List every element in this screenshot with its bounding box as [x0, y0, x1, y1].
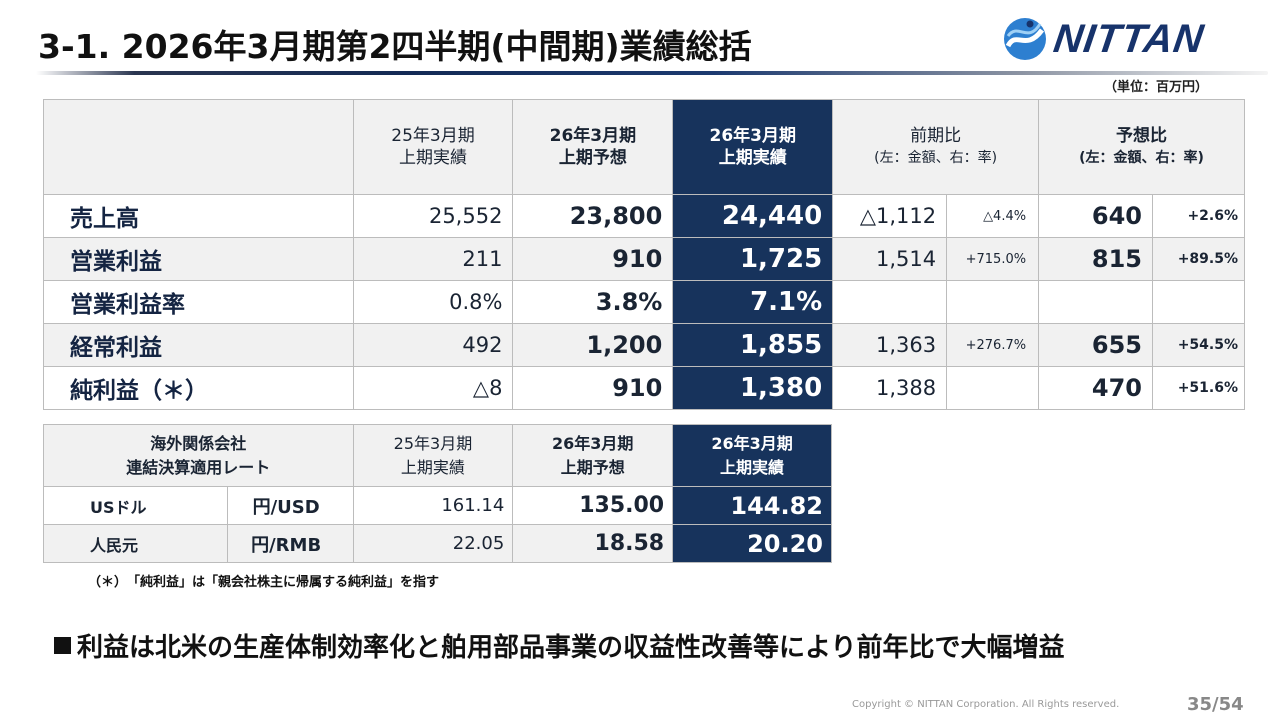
- row-label: 営業利益率: [43, 280, 354, 324]
- nittan-logo: NITTAN: [1002, 14, 1258, 64]
- row-label: 売上高: [43, 194, 354, 238]
- cell-yoy-rate: +715.0%: [946, 237, 1040, 281]
- cell-vs-forecast-rate: +89.5%: [1151, 237, 1246, 281]
- unit-label: （単位：百万円）: [1103, 80, 1208, 95]
- cell-vs-forecast-amount: [1038, 280, 1153, 324]
- table-row: 売上高 25,552 23,800 24,440 △1,112 △4.4% 64…: [43, 194, 1246, 238]
- rate-row: 人民元 円/RMB 22.05 18.58 20.20: [43, 524, 832, 563]
- cell-forecast: 910: [512, 366, 674, 410]
- header-prev-actual: 25年3月期 上期実績: [352, 99, 514, 195]
- cell-forecast: 910: [512, 237, 674, 281]
- header-blank: [43, 99, 354, 195]
- cell-prev: 492: [352, 323, 514, 367]
- cell-yoy-amount: [832, 280, 948, 324]
- cell-forecast: 23,800: [512, 194, 674, 238]
- page-number: 35/54: [1187, 694, 1244, 715]
- header-vs-forecast: 予想比 (左：金額、右：率): [1038, 99, 1245, 195]
- cell-actual: 7.1%: [672, 280, 834, 324]
- row-label: 営業利益: [43, 237, 354, 281]
- header-yoy: 前期比 (左：金額、右：率): [832, 99, 1040, 195]
- cell-forecast: 3.8%: [512, 280, 674, 324]
- results-table: 25年3月期 上期実績 26年3月期 上期予想 26年3月期 上期実績 前期比 (左：金…: [43, 99, 1246, 410]
- cell-prev: 0.8%: [352, 280, 514, 324]
- summary-text: 利益は北米の生産体制効率化と舶用部品事業の収益性改善等により前年比で大幅増益: [77, 633, 1065, 663]
- rate-header-row: 海外関係会社 連結決算適用レート 25年3月期 上期実績 26年3月期 上期予想 26…: [43, 424, 832, 487]
- cell-yoy-amount: 1,363: [832, 323, 948, 367]
- rate-actual: 144.82: [672, 486, 832, 525]
- rate-prev: 22.05: [352, 524, 514, 563]
- rate-header-prev: 25年3月期 上期実績: [352, 424, 514, 487]
- cell-yoy-rate: +276.7%: [946, 323, 1040, 367]
- cell-vs-forecast-amount: 815: [1038, 237, 1153, 281]
- square-bullet-icon: [54, 637, 71, 654]
- cell-vs-forecast-rate: [1151, 280, 1246, 324]
- cell-vs-forecast-amount: 470: [1038, 366, 1153, 410]
- cell-yoy-rate: △4.4%: [946, 194, 1040, 238]
- cell-vs-forecast-rate: +54.5%: [1151, 323, 1246, 367]
- table-header-row: 25年3月期 上期実績 26年3月期 上期予想 26年3月期 上期実績 前期比 (左：金…: [43, 99, 1245, 195]
- rate-forecast: 18.58: [512, 524, 674, 563]
- cell-actual: 24,440: [672, 194, 834, 238]
- cell-prev: △8: [352, 366, 514, 410]
- title-divider: [36, 71, 1268, 75]
- rate-header-label: 海外関係会社 連結決算適用レート: [43, 424, 354, 487]
- table-row: 営業利益率 0.8% 3.8% 7.1%: [43, 280, 1246, 324]
- page-title: 3-1. 2026年3月期第2四半期(中間期)業績総括: [38, 27, 752, 66]
- rate-header-forecast: 26年3月期 上期予想: [512, 424, 674, 487]
- cell-actual: 1,725: [672, 237, 834, 281]
- cell-prev: 25,552: [352, 194, 514, 238]
- rate-forecast: 135.00: [512, 486, 674, 525]
- footnote: （＊） 「純利益」は「親会社株主に帰属する純利益」を指す: [88, 575, 440, 590]
- cell-yoy-rate: [946, 280, 1040, 324]
- header-forecast: 26年3月期 上期予想: [512, 99, 674, 195]
- cell-actual: 1,380: [672, 366, 834, 410]
- row-label: 純利益（＊）: [43, 366, 354, 410]
- table-row: 営業利益 211 910 1,725 1,514 +715.0% 815 +89…: [43, 237, 1246, 281]
- rate-row: USドル 円/USD 161.14 135.00 144.82: [43, 486, 832, 525]
- cell-vs-forecast-rate: +51.6%: [1151, 366, 1246, 410]
- cell-prev: 211: [352, 237, 514, 281]
- rate-actual: 20.20: [672, 524, 832, 563]
- rate-prev: 161.14: [352, 486, 514, 525]
- table-row: 経常利益 492 1,200 1,855 1,363 +276.7% 655 +…: [43, 323, 1246, 367]
- cell-yoy-amount: △1,112: [832, 194, 948, 238]
- copyright: Copyright © NITTAN Corporation. All Righ…: [852, 699, 1120, 710]
- cell-yoy-amount: 1,514: [832, 237, 948, 281]
- cell-actual: 1,855: [672, 323, 834, 367]
- currency-unit: 円/USD: [226, 486, 354, 525]
- cell-yoy-rate: [946, 366, 1040, 410]
- nittan-logo-icon: [1002, 16, 1048, 62]
- cell-vs-forecast-amount: 640: [1038, 194, 1153, 238]
- currency-name: USドル: [43, 486, 228, 525]
- row-label: 経常利益: [43, 323, 354, 367]
- header-actual: 26年3月期 上期実績: [672, 99, 834, 195]
- table-row: 純利益（＊） △8 910 1,380 1,388 470 +51.6%: [43, 366, 1246, 410]
- exchange-rate-table: 海外関係会社 連結決算適用レート 25年3月期 上期実績 26年3月期 上期予想 26…: [43, 424, 832, 563]
- summary-bullet: 利益は北米の生産体制効率化と舶用部品事業の収益性改善等により前年比で大幅増益: [54, 627, 1064, 664]
- logo-text: NITTAN: [1050, 16, 1207, 61]
- currency-unit: 円/RMB: [226, 524, 354, 563]
- currency-name: 人民元: [43, 524, 228, 563]
- cell-vs-forecast-amount: 655: [1038, 323, 1153, 367]
- cell-vs-forecast-rate: +2.6%: [1151, 194, 1246, 238]
- cell-forecast: 1,200: [512, 323, 674, 367]
- cell-yoy-amount: 1,388: [832, 366, 948, 410]
- rate-header-actual: 26年3月期 上期実績: [672, 424, 832, 487]
